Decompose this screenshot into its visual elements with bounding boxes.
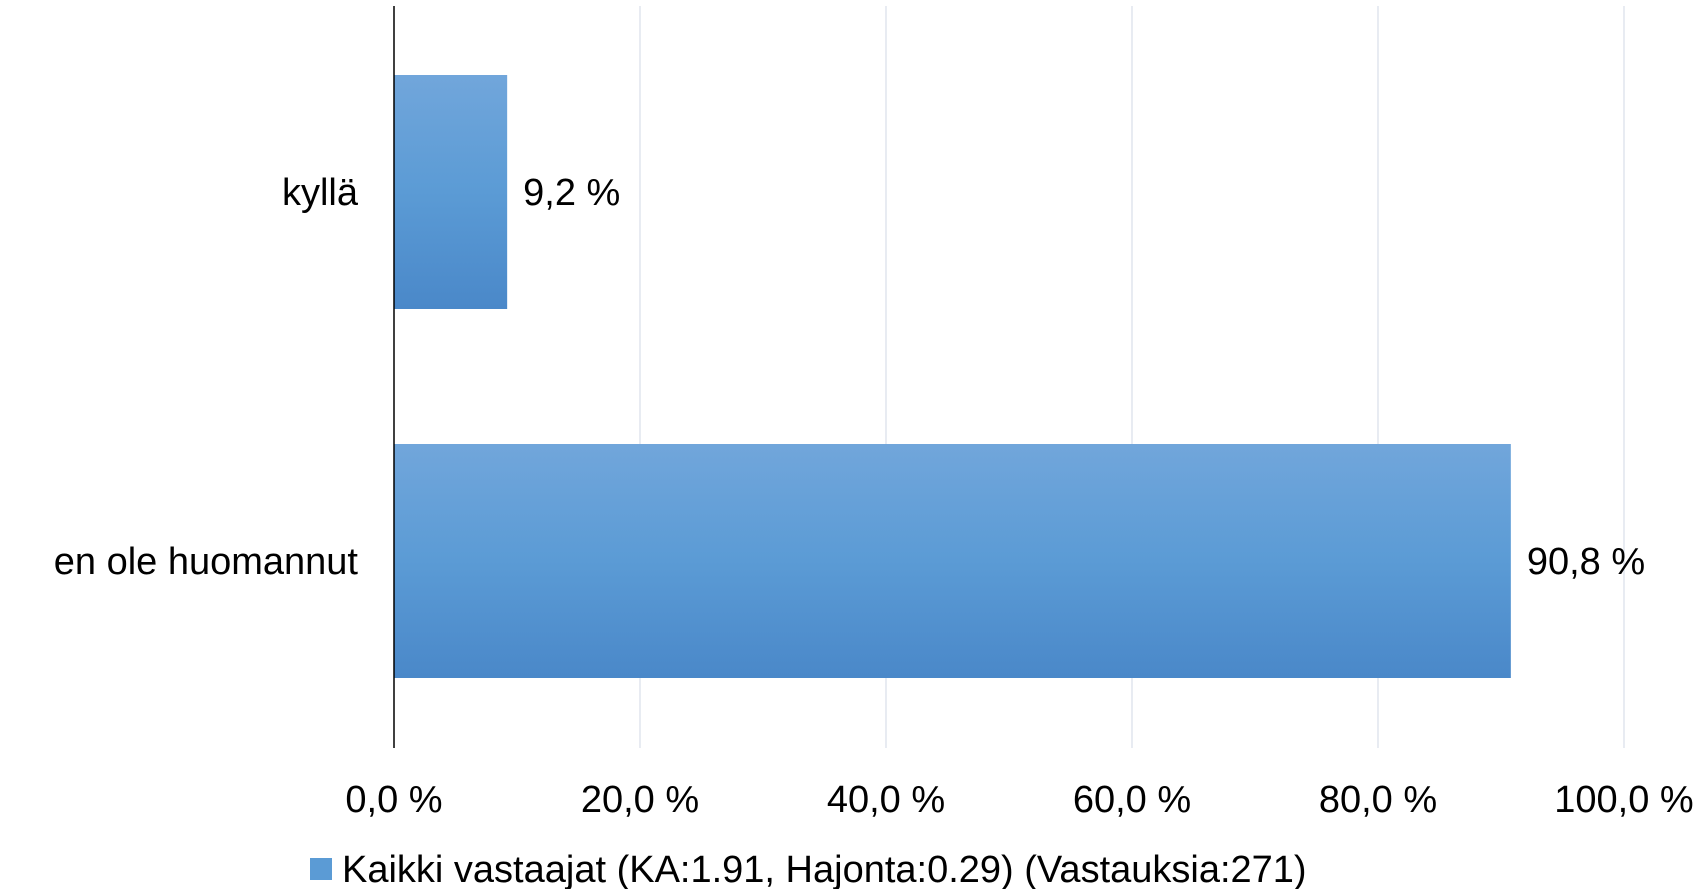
bar: [394, 75, 508, 309]
legend: Kaikki vastaajat (KA:1.91, Hajonta:0.29)…: [310, 849, 1307, 889]
x-tick-label: 0,0 %: [345, 779, 442, 821]
data-label: 90,8 %: [1527, 541, 1645, 583]
category-label: en ole huomannut: [54, 541, 359, 583]
bars: [394, 75, 1511, 678]
legend-label: Kaikki vastaajat (KA:1.91, Hajonta:0.29)…: [342, 849, 1307, 889]
x-tick-label: 60,0 %: [1073, 779, 1191, 821]
x-tick-labels: 0,0 % 20,0 % 40,0 % 60,0 % 80,0 % 100,0 %: [345, 779, 1693, 821]
category-label: kyllä: [282, 172, 359, 214]
data-label: 9,2 %: [523, 172, 620, 214]
category-labels: kyllä en ole huomannut: [54, 172, 359, 583]
x-tick-label: 20,0 %: [581, 779, 699, 821]
x-tick-label: 100,0 %: [1554, 779, 1693, 821]
bar: [394, 444, 1511, 678]
x-tick-label: 80,0 %: [1319, 779, 1437, 821]
x-tick-label: 40,0 %: [827, 779, 945, 821]
data-labels: 9,2 % 90,8 %: [523, 172, 1645, 583]
legend-swatch: [310, 858, 332, 880]
